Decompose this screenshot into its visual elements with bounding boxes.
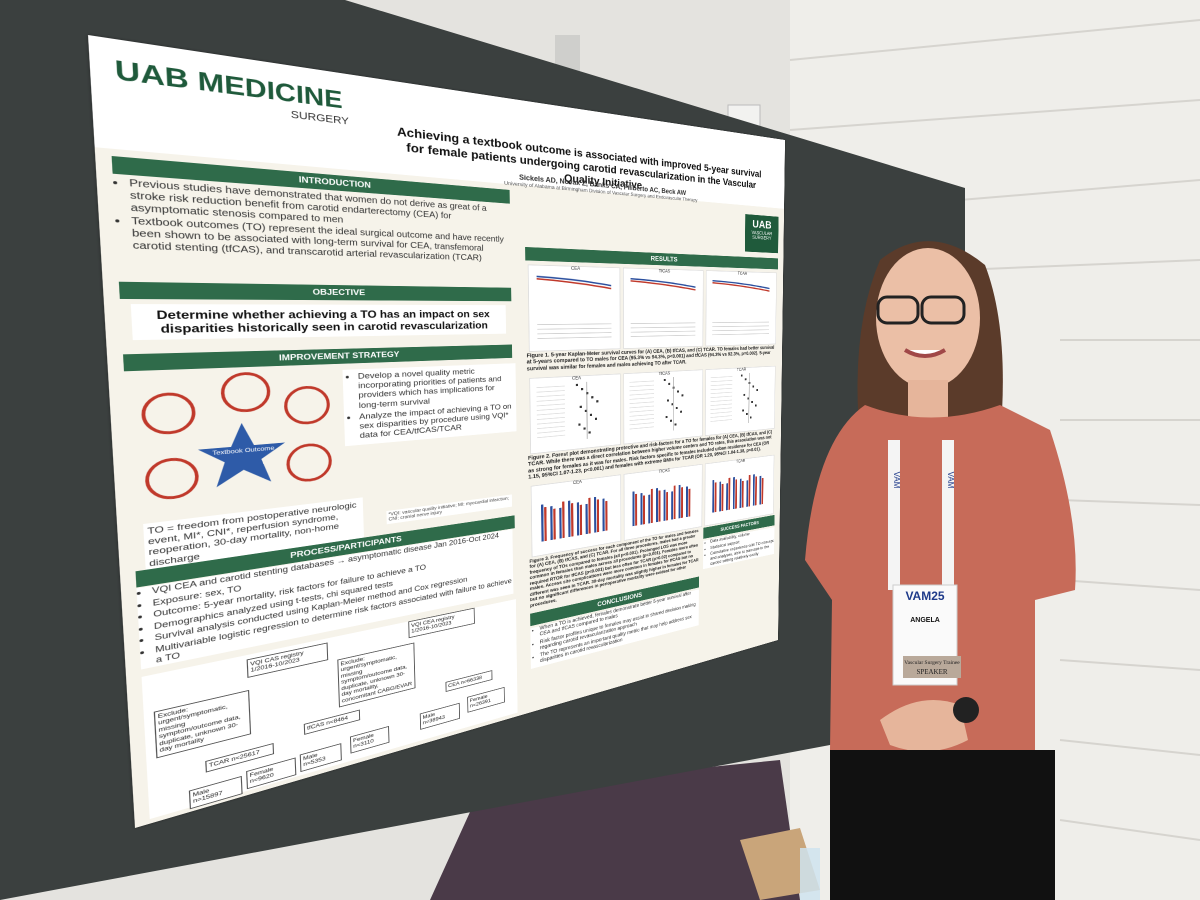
panel-plot xyxy=(706,275,775,342)
brick-lines xyxy=(789,19,1200,841)
panel-plot xyxy=(541,496,608,542)
objective-text: Determine whether achieving a TO has an … xyxy=(130,304,507,341)
panel-plot xyxy=(530,379,599,449)
figure-panel: TfCAS xyxy=(623,369,704,445)
figure-panel: CEA xyxy=(529,373,621,455)
figure-panel: TCAR xyxy=(705,365,776,436)
figure-panel: TCAR xyxy=(704,454,775,527)
panel-plot xyxy=(624,374,684,439)
star xyxy=(196,420,287,490)
panel-plot xyxy=(706,370,758,431)
figure-panel: TfCAS xyxy=(623,267,704,349)
panel-plot xyxy=(632,484,691,527)
corner-logo: UAB VASCULAR SURGERY xyxy=(744,214,779,254)
strategy-icons xyxy=(128,368,342,523)
figure-panel: CEA xyxy=(527,264,621,352)
panel-plot xyxy=(624,273,702,344)
figure-panel: TCAR xyxy=(705,270,777,347)
panel-plot xyxy=(712,474,764,513)
strategy-text: Develop a novel quality metric incorpora… xyxy=(342,363,517,447)
panel-plot xyxy=(529,270,619,346)
corner-logo-sub: VASCULAR SURGERY xyxy=(751,230,773,242)
section-heading: OBJECTIVE xyxy=(118,281,512,302)
